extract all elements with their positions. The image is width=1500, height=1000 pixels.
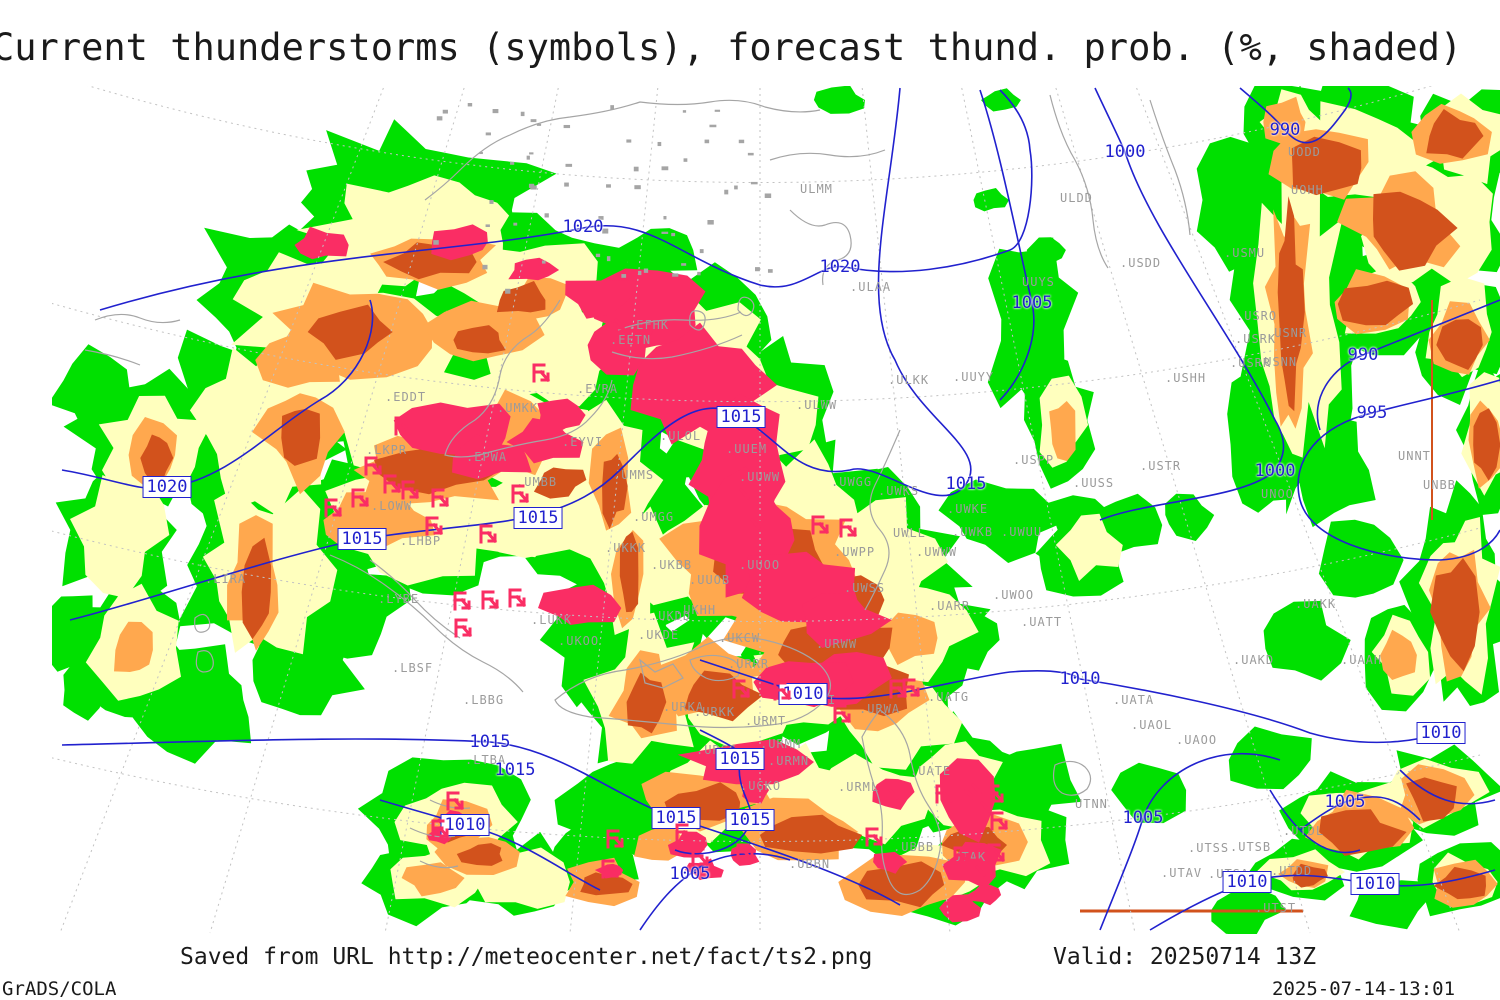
saved-from-url-caption: Saved from URL http://meteocenter.net/fa… xyxy=(180,944,873,970)
grads-cola-credit: GrADS/COLA xyxy=(2,978,117,1000)
isobar-contours xyxy=(61,87,1500,931)
valid-time-caption: Valid: 20250714 13Z xyxy=(1053,944,1317,970)
coastlines xyxy=(84,94,1191,896)
render-timestamp: 2025-07-14-13:01 xyxy=(1272,978,1456,1000)
graticule-lines xyxy=(52,86,1481,934)
page-title: Current thunderstorms (symbols), forecas… xyxy=(0,26,1463,69)
probability-shading xyxy=(52,86,1500,934)
